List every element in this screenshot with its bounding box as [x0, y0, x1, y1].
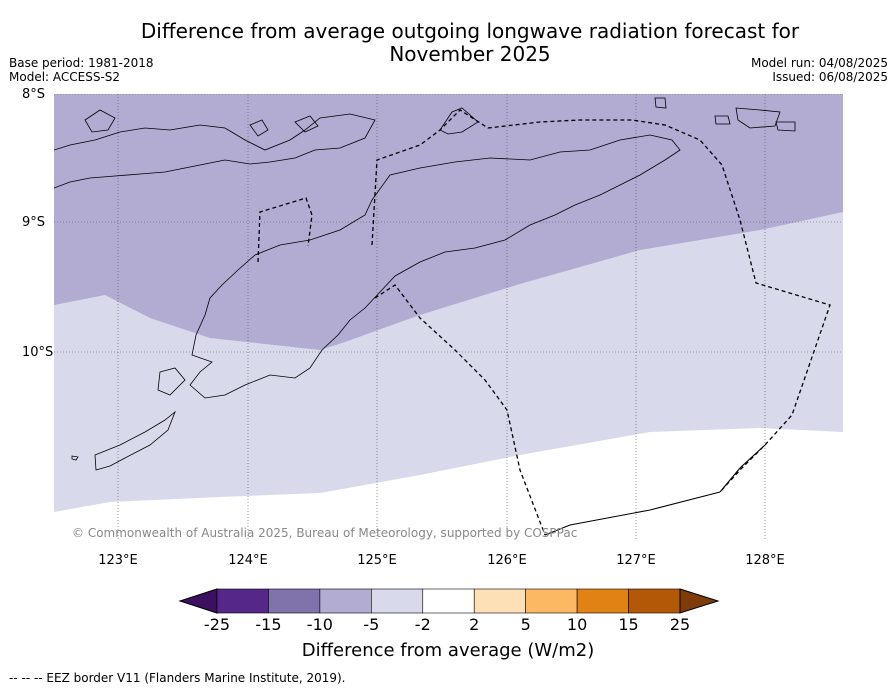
- colorbar-tick-label: 25: [669, 615, 691, 634]
- colorbar-boxes: [216, 588, 681, 614]
- model-name: Model: ACCESS-S2: [9, 70, 121, 84]
- colorbar-tick-label: -2: [414, 615, 431, 634]
- lon-label-125e: 125°E: [357, 553, 397, 568]
- island-coastline: [94, 410, 176, 471]
- timor-coastline: [189, 134, 681, 399]
- island-coastline: [84, 109, 116, 133]
- colorbar-box: [473, 588, 526, 614]
- lat-label-10s: 10°S: [22, 345, 54, 360]
- colorbar-box: [371, 588, 424, 614]
- lon-label-124e: 124°E: [228, 553, 268, 568]
- colorbar-box: [216, 588, 269, 614]
- colorbar-box: [628, 588, 681, 614]
- colorbar-tick-label: -25: [203, 615, 231, 634]
- island-coastline: [249, 119, 269, 137]
- island-coastline: [157, 367, 186, 396]
- model-run: Model run: 04/08/2025: [750, 56, 888, 70]
- island-coastline: [654, 97, 667, 109]
- colorbar-box: [422, 588, 475, 614]
- base-period: Base period: 1981-2018: [9, 56, 154, 70]
- colorbar-title: Difference from average (W/m2): [301, 640, 595, 661]
- lat-label-8s: 8°S: [22, 87, 46, 102]
- colorbar-box: [268, 588, 321, 614]
- colorbar-tick-label: 15: [618, 615, 639, 634]
- chart-title: Difference from average outgoing longwav…: [140, 19, 800, 66]
- eez-footnote: -- -- -- EEZ border V11 (Flanders Marine…: [9, 671, 346, 685]
- island-coastline: [294, 115, 319, 133]
- lon-label-128e: 128°E: [745, 553, 785, 568]
- island-coastline: [71, 455, 79, 461]
- coastlines: [54, 97, 796, 471]
- anomaly-region-medium: [54, 94, 843, 350]
- colorbar-box: [525, 588, 578, 614]
- colorbar-tick-label: 5: [520, 615, 531, 634]
- lat-label-9s: 9°S: [22, 215, 46, 230]
- colorbar-extend-low: [178, 588, 218, 614]
- copyright-notice: © Commonwealth of Australia 2025, Bureau…: [72, 526, 578, 540]
- island-coastline: [714, 115, 731, 125]
- boundary-solid: [544, 491, 721, 536]
- boundary-solid: [719, 444, 766, 493]
- colorbar-box: [576, 588, 629, 614]
- eez-border: [257, 109, 831, 536]
- colorbar-tick-label: 2: [469, 615, 480, 634]
- colorbar-tick-label: -5: [363, 615, 380, 634]
- colorbar-tick-label: -15: [255, 615, 282, 634]
- island-coastline: [735, 107, 781, 129]
- lon-label-126e: 126°E: [487, 553, 527, 568]
- colorbar-tick-label: 10: [566, 615, 588, 634]
- island-coastline: [775, 121, 796, 132]
- colorbar-extend-high: [679, 588, 720, 614]
- colorbar-tick-label: -10: [306, 615, 333, 634]
- colorbar-box: [319, 588, 372, 614]
- colorbar: [178, 588, 720, 614]
- meta-right: Model run: 04/08/2025 Issued: 06/08/2025: [751, 56, 888, 84]
- meta-left: Base period: 1981-2018 Model: ACCESS-S2: [9, 56, 154, 84]
- issued-date: Issued: 06/08/2025: [772, 70, 888, 84]
- lon-label-123e: 123°E: [98, 553, 138, 568]
- grid-lines: [54, 94, 843, 539]
- flores-coastline: [54, 113, 376, 189]
- lon-label-127e: 127°E: [616, 553, 656, 568]
